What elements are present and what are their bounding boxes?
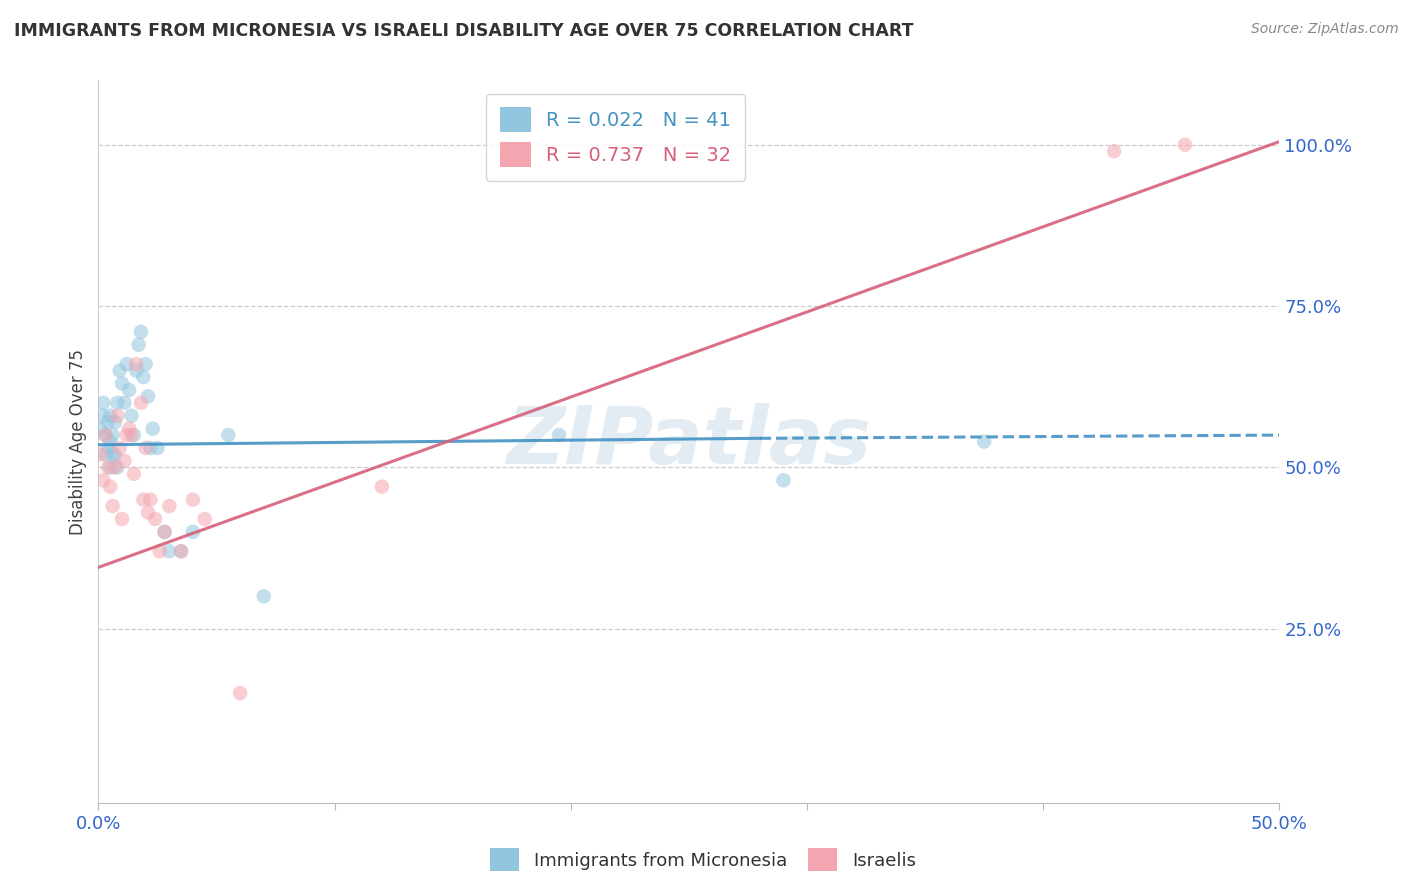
- Point: [128, 338, 150, 352]
- Point: [111, 512, 134, 526]
- Point: [94, 428, 117, 442]
- Point: [149, 544, 172, 558]
- Point: [91, 409, 114, 423]
- Point: [121, 409, 143, 423]
- Point: [94, 428, 117, 442]
- Point: [217, 428, 239, 442]
- Point: [170, 544, 193, 558]
- Point: [91, 396, 114, 410]
- Point: [101, 499, 124, 513]
- Point: [253, 590, 276, 604]
- Point: [98, 434, 121, 449]
- Point: [129, 325, 152, 339]
- Point: [146, 441, 169, 455]
- Point: [125, 357, 148, 371]
- Point: [108, 363, 131, 377]
- Point: [115, 357, 138, 371]
- Point: [97, 441, 120, 455]
- Point: [772, 473, 794, 487]
- Point: [101, 447, 124, 461]
- Point: [91, 473, 114, 487]
- Point: [142, 422, 165, 436]
- Point: [104, 460, 127, 475]
- Point: [94, 447, 117, 461]
- Point: [105, 396, 128, 410]
- Point: [139, 441, 162, 455]
- Point: [118, 383, 141, 397]
- Point: [157, 544, 180, 558]
- Point: [108, 441, 131, 455]
- Point: [105, 409, 128, 423]
- Point: [129, 396, 152, 410]
- Point: [1102, 145, 1125, 159]
- Point: [125, 363, 148, 377]
- Text: ZIPatlas: ZIPatlas: [506, 402, 872, 481]
- Point: [194, 512, 217, 526]
- Point: [139, 492, 162, 507]
- Point: [90, 422, 112, 436]
- Point: [229, 686, 252, 700]
- Point: [157, 499, 180, 513]
- Point: [181, 524, 204, 539]
- Y-axis label: Disability Age Over 75: Disability Age Over 75: [69, 349, 87, 534]
- Point: [170, 544, 193, 558]
- Point: [153, 524, 176, 539]
- Point: [136, 506, 159, 520]
- Point: [90, 447, 112, 461]
- Point: [104, 447, 127, 461]
- Point: [111, 376, 134, 391]
- Point: [97, 460, 120, 475]
- Point: [143, 512, 166, 526]
- Point: [97, 415, 120, 429]
- Text: IMMIGRANTS FROM MICRONESIA VS ISRAELI DISABILITY AGE OVER 75 CORRELATION CHART: IMMIGRANTS FROM MICRONESIA VS ISRAELI DI…: [14, 22, 914, 40]
- Point: [98, 460, 121, 475]
- Point: [122, 428, 145, 442]
- Point: [153, 524, 176, 539]
- Point: [135, 441, 157, 455]
- Point: [112, 396, 135, 410]
- Point: [101, 428, 124, 442]
- Point: [548, 428, 571, 442]
- Point: [132, 370, 155, 384]
- Point: [115, 428, 138, 442]
- Legend: R = 0.022   N = 41, R = 0.737   N = 32: R = 0.022 N = 41, R = 0.737 N = 32: [486, 94, 745, 180]
- Point: [973, 434, 995, 449]
- Point: [135, 357, 157, 371]
- Point: [136, 389, 159, 403]
- Point: [118, 422, 141, 436]
- Point: [112, 454, 135, 468]
- Text: Source: ZipAtlas.com: Source: ZipAtlas.com: [1251, 22, 1399, 37]
- Point: [181, 492, 204, 507]
- Legend: Immigrants from Micronesia, Israelis: Immigrants from Micronesia, Israelis: [484, 841, 922, 879]
- Point: [1174, 137, 1197, 152]
- Point: [122, 467, 145, 481]
- Point: [98, 480, 121, 494]
- Point: [105, 460, 128, 475]
- Point: [371, 480, 394, 494]
- Point: [121, 428, 143, 442]
- Point: [98, 409, 121, 423]
- Point: [104, 415, 127, 429]
- Point: [132, 492, 155, 507]
